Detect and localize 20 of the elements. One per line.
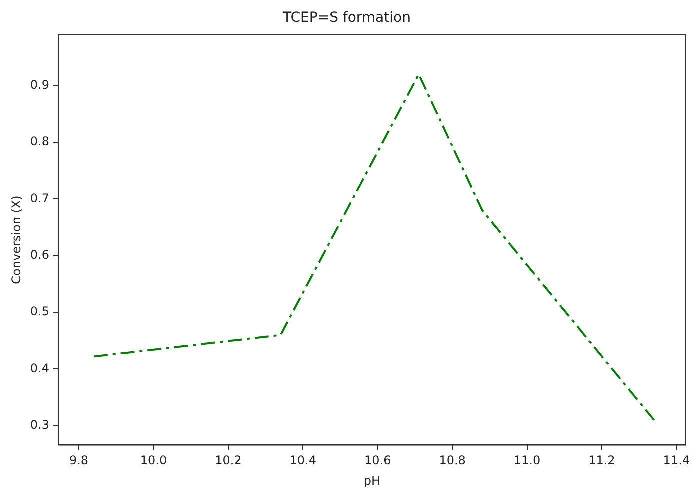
x-axis-title: pH [364,474,381,488]
y-tick-label: 0.4 [30,361,50,376]
x-tick-label: 10.2 [215,454,242,468]
x-tick-label: 11.0 [514,454,541,468]
x-tick-label: 10.6 [364,454,392,468]
y-tick-label: 0.6 [30,248,50,262]
line-series [92,73,656,422]
chart-title: TCEP=S formation [282,10,411,26]
y-tick-label: 0.8 [30,134,50,149]
y-axis-title: Conversion (X) [9,196,24,284]
x-tick-label: 10.4 [290,454,316,468]
x-tick-label: 10.0 [140,454,168,468]
x-tick-label: 11.4 [663,454,690,468]
x-tick-label: 11.2 [588,454,616,468]
y-tick-label: 0.3 [30,418,50,432]
y-tick-label: 0.9 [30,78,50,92]
x-tick-label: 10.8 [439,454,466,468]
y-tick-label: 0.7 [30,191,50,206]
y-tick-label: 0.5 [30,304,50,319]
x-tick-label: 9.8 [69,454,89,468]
